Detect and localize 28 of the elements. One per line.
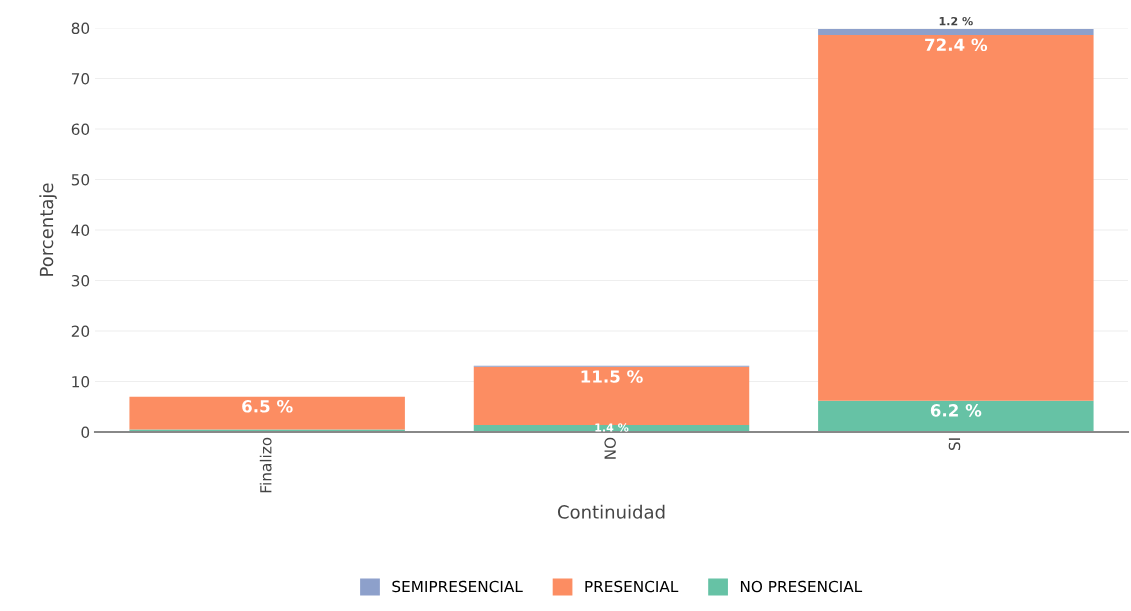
bar (129, 396, 405, 430)
bar (818, 35, 1094, 401)
data-label: 1.2 % (939, 16, 973, 26)
legend-label: SEMIPRESENCIAL (392, 580, 523, 593)
data-label: 6.2 % (930, 404, 982, 417)
data-label: 11.5 % (581, 370, 643, 383)
y-tick-label: 20 (71, 325, 90, 338)
x-tick-label: Finalizo (259, 437, 272, 493)
bar (473, 366, 750, 425)
legend-label: NO PRESENCIAL (740, 580, 863, 593)
bar (818, 29, 1094, 36)
data-label: 72.4 % (925, 38, 988, 52)
y-tick-label: 70 (71, 72, 90, 85)
data-label: 1.4 % (595, 423, 629, 432)
y-tick-label: 50 (71, 173, 90, 186)
y-tick-label: 30 (71, 274, 90, 287)
x-tick-label: NO (604, 437, 616, 459)
x-tick-label: SI (948, 438, 961, 451)
y-tick-label: 10 (72, 375, 90, 388)
y-tick-label: 80 (71, 22, 90, 35)
legend-label: PRESENCIAL (585, 580, 679, 593)
x-axis-title: Continuidad (557, 504, 665, 519)
bar (818, 400, 1094, 432)
y-tick-label: 0 (81, 426, 90, 439)
y-tick-label: 60 (71, 123, 90, 136)
y-axis-title: Porcentaje (39, 183, 57, 276)
data-label: 6.5 % (242, 399, 293, 413)
y-tick-label: 40 (71, 224, 90, 237)
